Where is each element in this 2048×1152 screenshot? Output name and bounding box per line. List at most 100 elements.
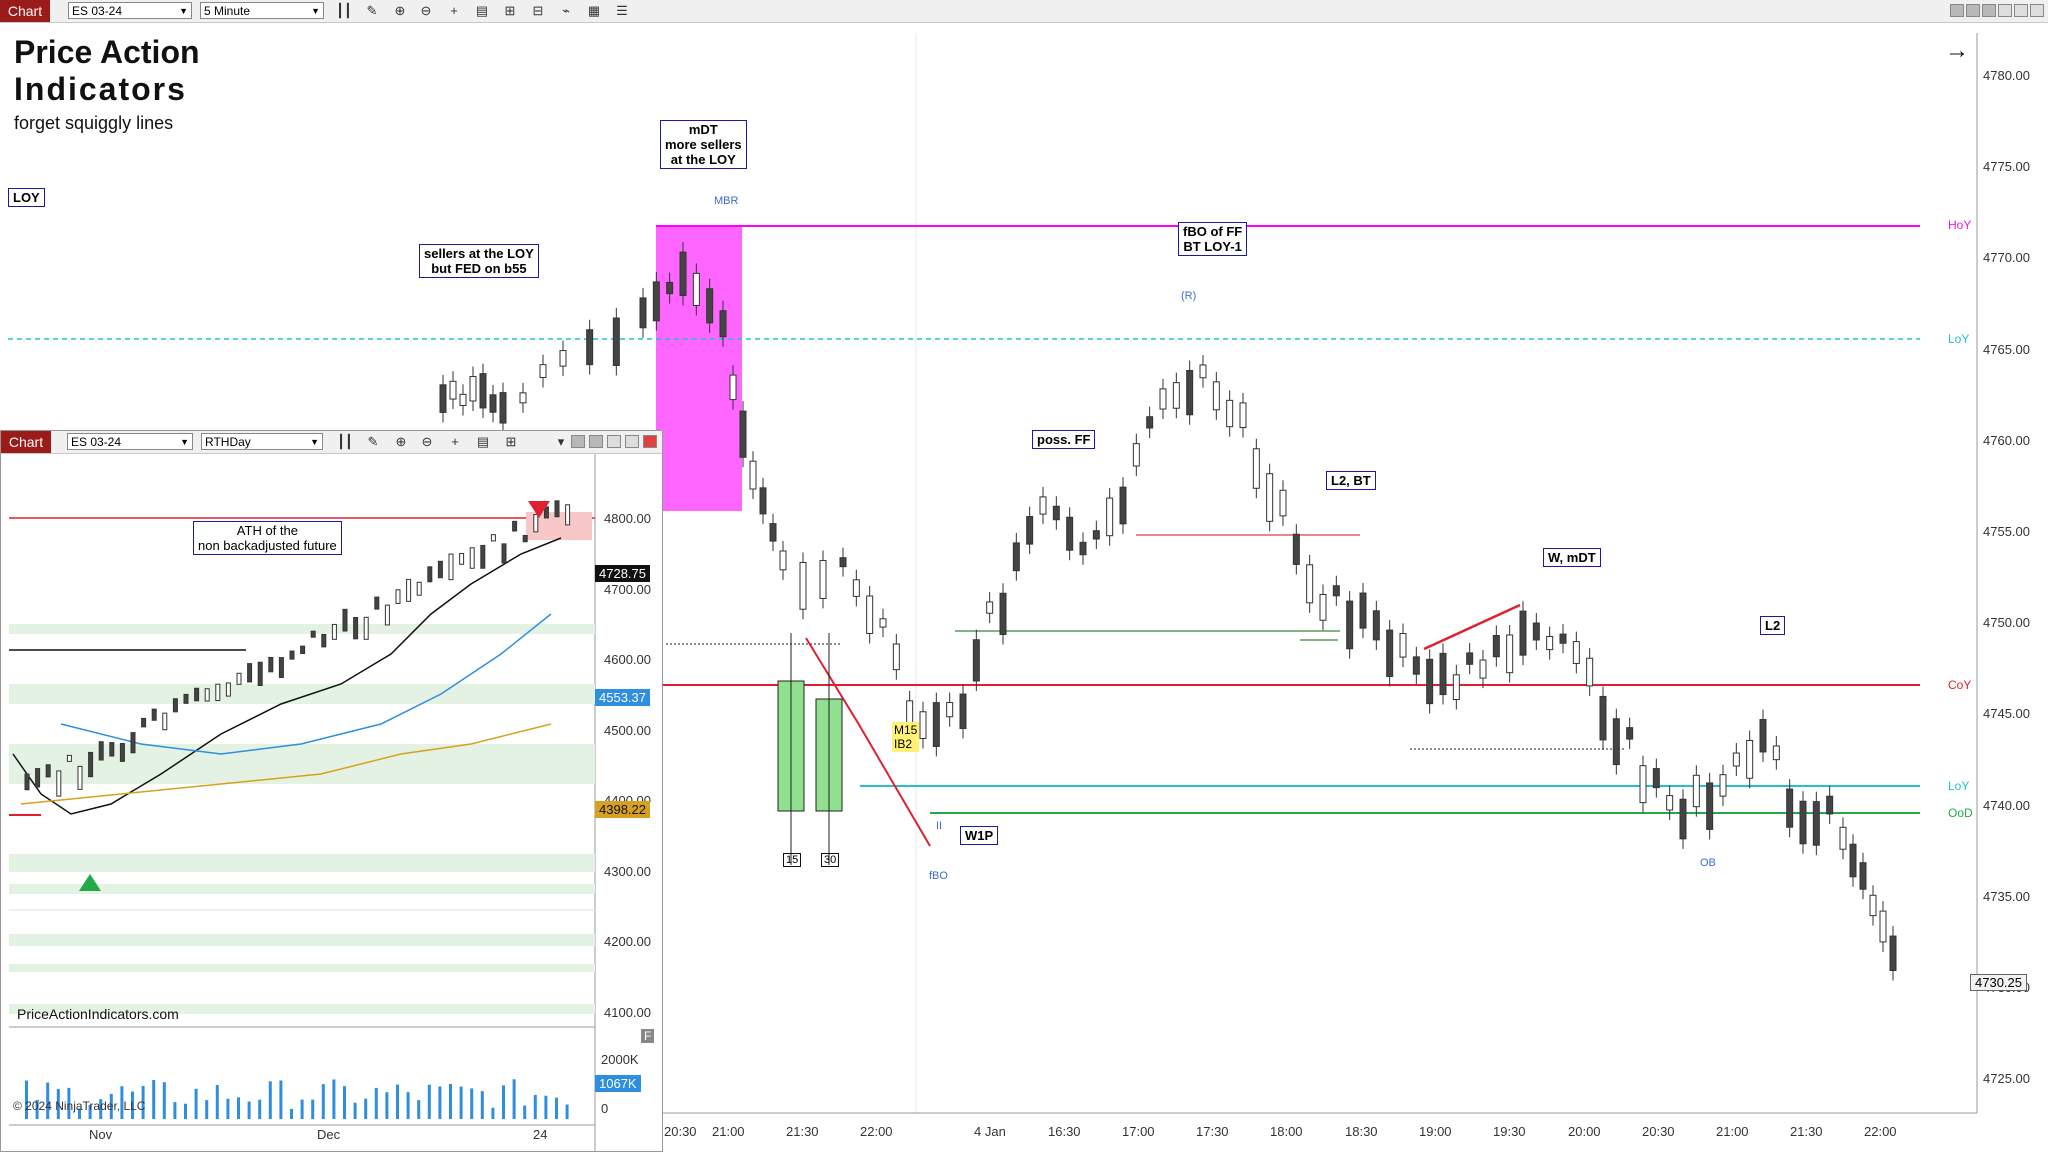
candle bbox=[1052, 505, 1060, 521]
list-icon[interactable]: ☰ bbox=[616, 3, 628, 18]
candle bbox=[1706, 782, 1714, 830]
l2bt-annotation: L2, BT bbox=[1326, 471, 1376, 490]
candle bbox=[652, 281, 660, 322]
volume-bar bbox=[173, 1102, 177, 1119]
minimize-button[interactable] bbox=[1998, 4, 2012, 17]
indicators-icon[interactable]: ⌁ bbox=[562, 3, 570, 18]
close-button[interactable] bbox=[643, 435, 657, 448]
time-tick: 22:00 bbox=[860, 1124, 893, 1139]
draw-pencil-icon[interactable]: ✎ bbox=[366, 3, 378, 18]
calculator-icon[interactable]: ▦ bbox=[587, 3, 601, 18]
volume-bar bbox=[417, 1100, 421, 1119]
time-tick: 19:00 bbox=[1419, 1124, 1452, 1139]
candle bbox=[999, 592, 1007, 636]
inset-price-tick: 4300.00 bbox=[604, 863, 651, 879]
templates-icon[interactable]: ⊞ bbox=[505, 434, 517, 449]
inset-candle bbox=[331, 623, 337, 640]
inset-chart-tab[interactable]: Chart bbox=[1, 431, 51, 453]
inset-instrument-select[interactable]: ES 03-24 ▼ bbox=[67, 433, 193, 450]
layout2-button[interactable] bbox=[1966, 4, 1980, 17]
candle bbox=[739, 410, 747, 458]
gold-ma-badge: 4398.22 bbox=[595, 801, 650, 818]
mdt-line-2: more sellers bbox=[665, 137, 742, 152]
zoom-in-icon[interactable]: ⊕ bbox=[394, 3, 406, 18]
candle bbox=[559, 350, 567, 367]
layout-button[interactable] bbox=[571, 435, 585, 448]
maximize-button[interactable] bbox=[625, 435, 639, 448]
inset-candle bbox=[289, 650, 295, 660]
candle bbox=[489, 394, 497, 413]
main-price-chart[interactable]: → bbox=[0, 23, 2048, 1152]
candle bbox=[1839, 826, 1847, 850]
close-button[interactable] bbox=[2030, 4, 2044, 17]
band bbox=[9, 624, 595, 634]
inset-chart-window[interactable]: Chart ES 03-24 ▼ RTHDay ▼ ┃┃ ✎ ⊕ ⊖ + ▤ ⊞ ▾… bbox=[0, 430, 663, 1152]
interval-select[interactable]: 5 Minute ▼ bbox=[200, 2, 324, 19]
inset-candle bbox=[310, 630, 316, 638]
arrow-right-icon[interactable]: → bbox=[1945, 37, 1969, 64]
inset-session-select[interactable]: RTHDay ▼ bbox=[201, 433, 323, 450]
inset-price-tick: 4600.00 bbox=[604, 652, 651, 667]
candle bbox=[469, 376, 477, 402]
candle bbox=[779, 550, 787, 571]
inset-toolbar: Chart ES 03-24 ▼ RTHDay ▼ ┃┃ ✎ ⊕ ⊖ + ▤ ⊞ ▾ bbox=[1, 431, 662, 454]
volume-bar bbox=[321, 1084, 325, 1119]
fbo-small-label: fBO bbox=[929, 870, 948, 882]
candle bbox=[1199, 364, 1207, 379]
f-button[interactable]: F bbox=[641, 1029, 655, 1043]
zoom-out-icon[interactable]: ⊖ bbox=[420, 3, 432, 18]
candle bbox=[1772, 745, 1780, 761]
zoom-in-icon[interactable]: ⊕ bbox=[395, 434, 407, 449]
inset-candle bbox=[459, 552, 465, 565]
ath-line-1: ATH of the bbox=[236, 523, 298, 538]
candle bbox=[612, 317, 620, 366]
crosshair-icon[interactable]: + bbox=[451, 434, 459, 449]
volume-bar bbox=[311, 1099, 315, 1119]
volume-bar bbox=[25, 1080, 28, 1119]
volume-bar bbox=[491, 1107, 495, 1119]
time-tick: 16:30 bbox=[1048, 1124, 1081, 1139]
candle bbox=[1012, 542, 1020, 572]
strategies-icon[interactable]: ⊟ bbox=[532, 3, 544, 18]
price-tick: 4755.00 bbox=[1983, 524, 2030, 539]
time-tick: 19:30 bbox=[1493, 1124, 1526, 1139]
price-tick: 4745.00 bbox=[1983, 706, 2030, 722]
band bbox=[9, 964, 595, 972]
crosshair-icon[interactable]: + bbox=[450, 3, 458, 18]
inset-candle bbox=[501, 543, 507, 564]
ii-label: II bbox=[936, 820, 943, 832]
layout-button[interactable] bbox=[1950, 4, 1964, 17]
properties-icon[interactable]: ▤ bbox=[475, 3, 489, 18]
draw-pencil-icon[interactable]: ✎ bbox=[367, 434, 379, 449]
candle bbox=[1412, 656, 1420, 675]
layout3-button[interactable] bbox=[1982, 4, 1996, 17]
candle bbox=[719, 310, 727, 338]
inset-price-tick: 4100.00 bbox=[604, 1004, 651, 1020]
inset-candle bbox=[406, 578, 412, 602]
time-tick: 20:30 bbox=[1642, 1124, 1675, 1139]
candle bbox=[1719, 774, 1727, 797]
minimize-button[interactable] bbox=[607, 435, 621, 448]
properties-icon[interactable]: ▤ bbox=[476, 434, 490, 449]
inset-candle bbox=[109, 742, 115, 757]
instrument-select[interactable]: ES 03-24 ▼ bbox=[68, 2, 192, 19]
candle bbox=[1119, 486, 1127, 525]
candle bbox=[839, 557, 847, 568]
volume-bar bbox=[343, 1086, 346, 1119]
maximize-button[interactable] bbox=[2014, 4, 2028, 17]
r-label: (R) bbox=[1181, 290, 1197, 302]
volume-bar bbox=[184, 1103, 187, 1119]
bar-type-icon[interactable]: ┃┃ bbox=[337, 434, 353, 449]
zoom-out-icon[interactable]: ⊖ bbox=[421, 434, 433, 449]
candle bbox=[1732, 752, 1740, 767]
candle bbox=[1146, 416, 1154, 429]
chart-tab[interactable]: Chart bbox=[0, 0, 50, 22]
candles-group bbox=[439, 242, 1897, 981]
volume-bar bbox=[162, 1082, 166, 1119]
inset-candle bbox=[194, 687, 200, 702]
bar-type-icon[interactable]: ┃┃ bbox=[336, 3, 352, 18]
chevron-down-icon[interactable]: ▾ bbox=[557, 434, 565, 449]
layout2-button[interactable] bbox=[589, 435, 603, 448]
inset-candle bbox=[257, 661, 263, 687]
templates-icon[interactable]: ⊞ bbox=[504, 3, 516, 18]
